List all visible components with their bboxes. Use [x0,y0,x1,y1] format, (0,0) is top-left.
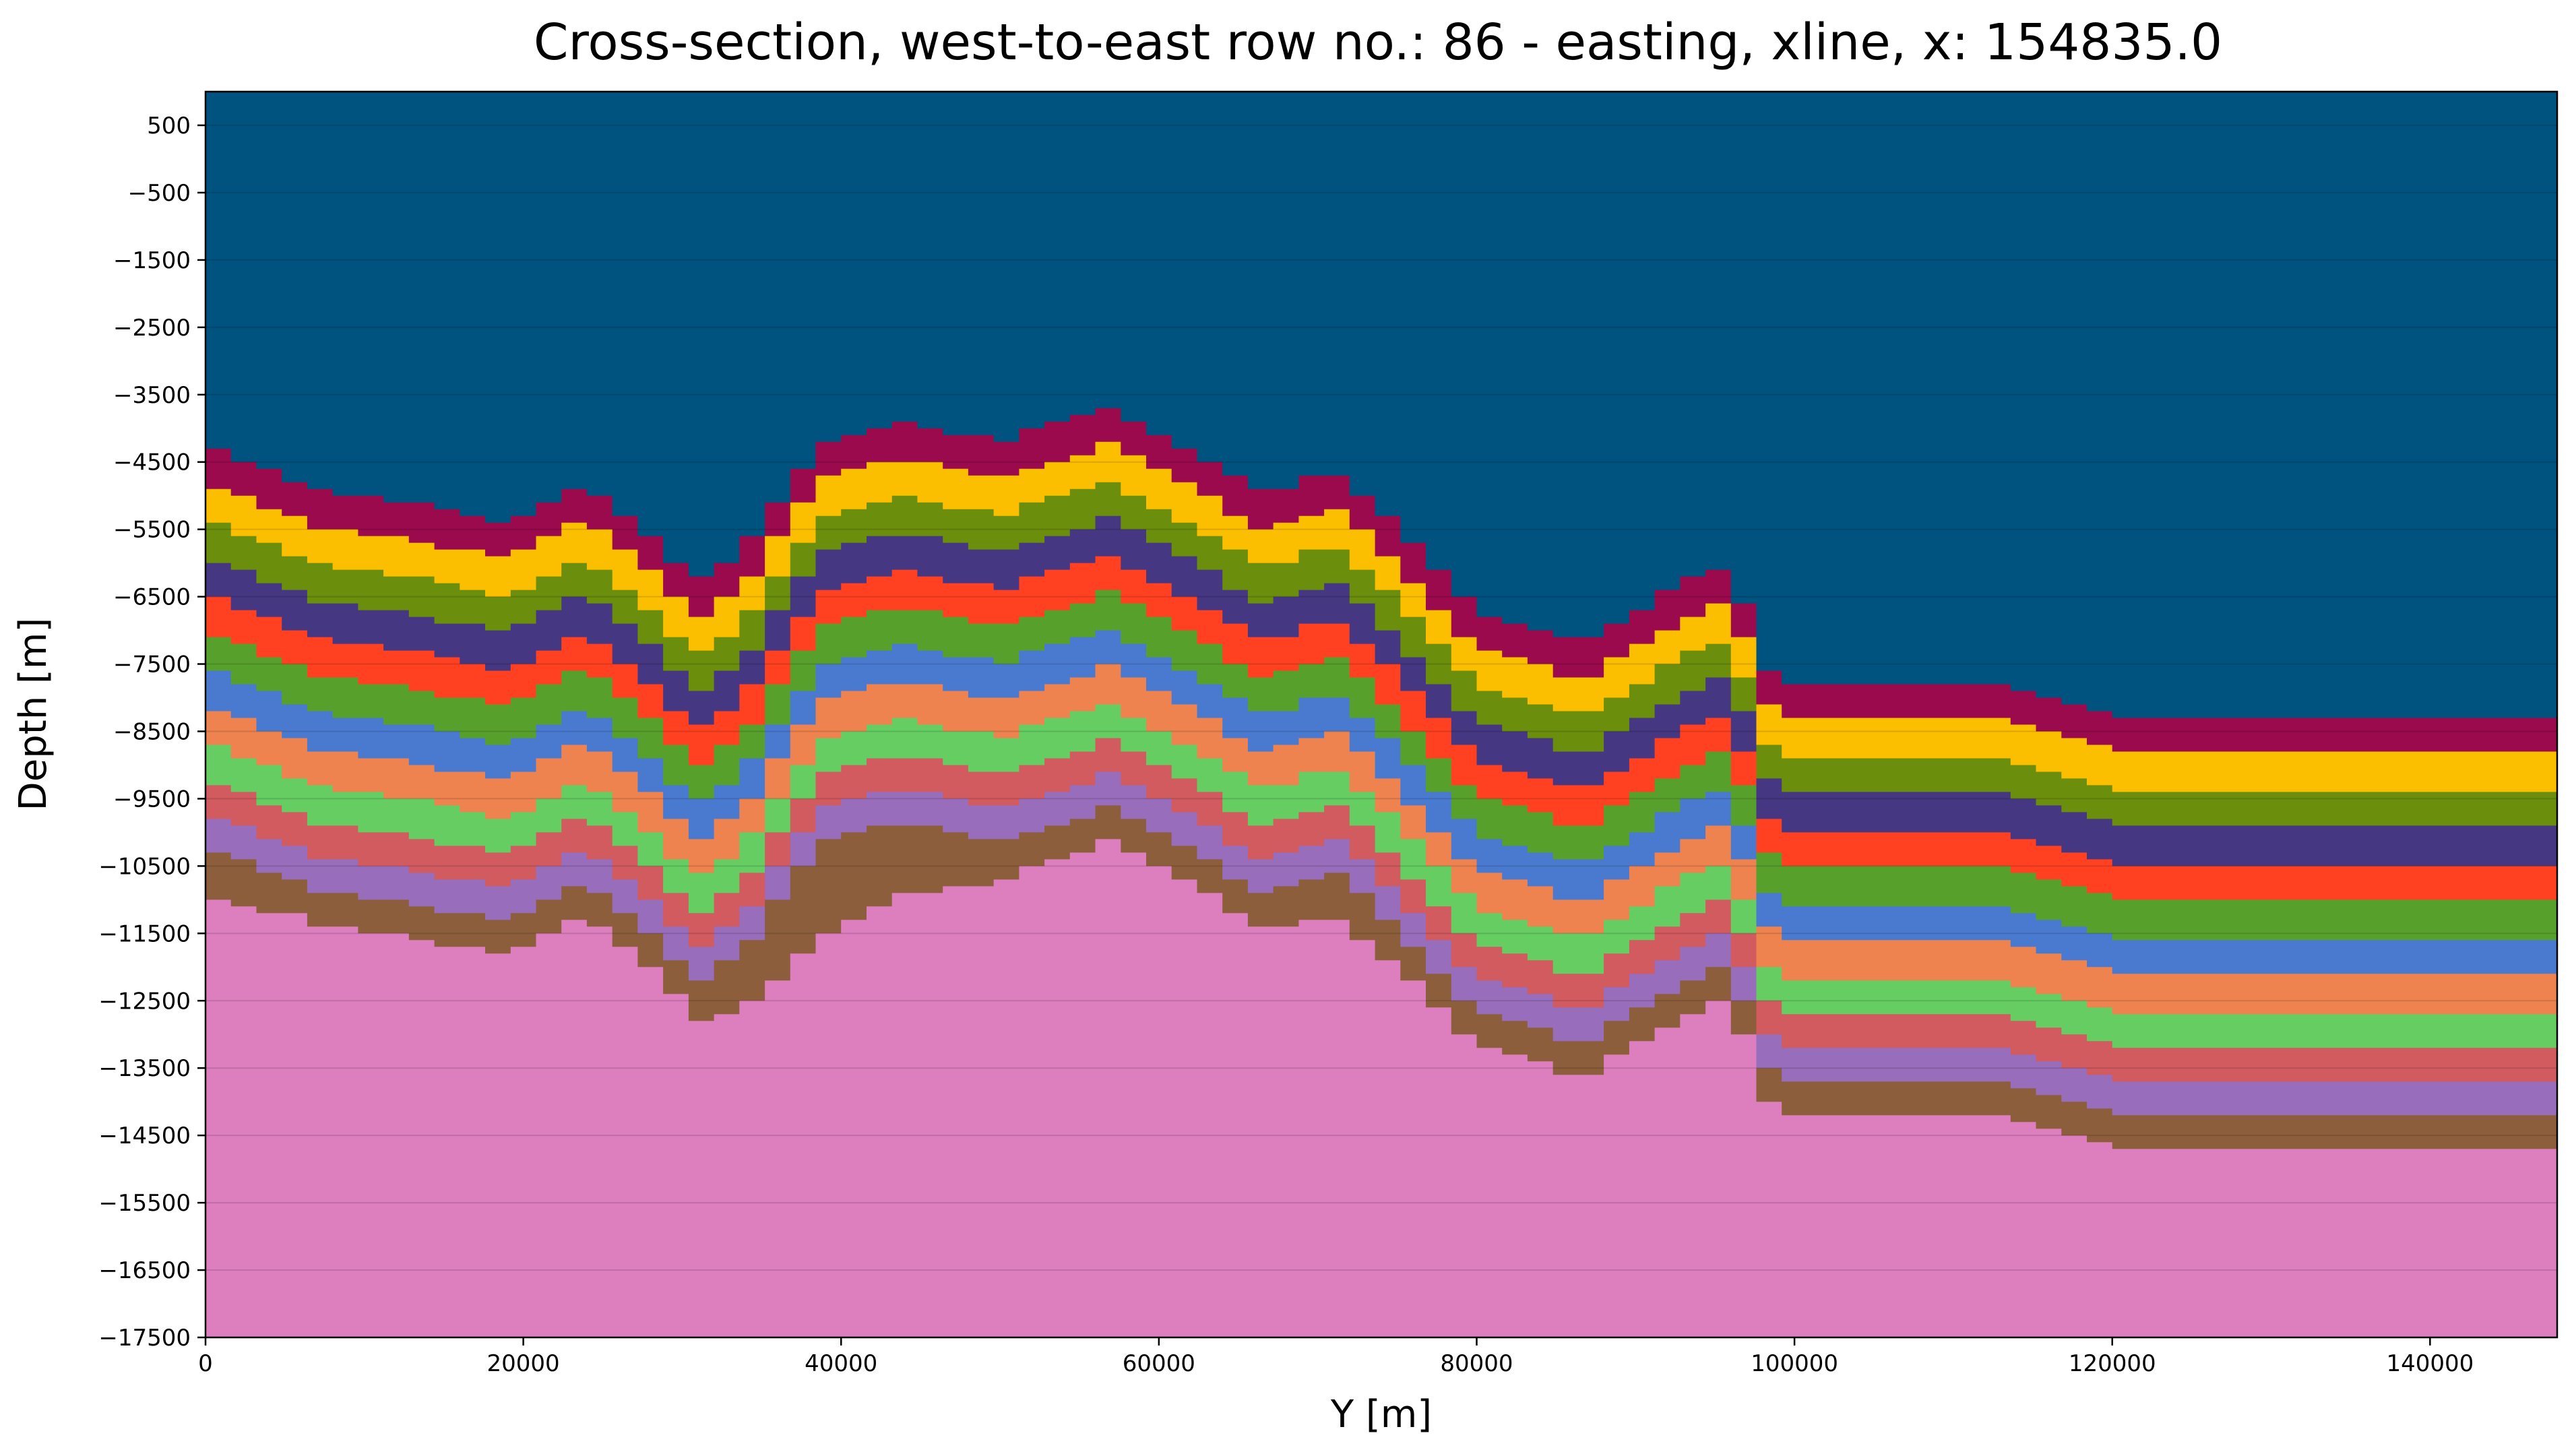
y-tick-label: −4500 [113,449,191,476]
y-axis-label: Depth [m] [11,618,55,811]
y-tick-label: −12500 [98,988,191,1015]
x-tick-label: 40000 [805,1350,877,1377]
y-tick-label: −5500 [113,517,191,544]
x-tick-label: 0 [198,1350,213,1377]
y-tick-label: −6500 [113,584,191,611]
y-tick-label: −16500 [98,1257,191,1284]
y-tick-label: −8500 [113,718,191,745]
y-tick-label: 500 [147,113,191,139]
x-axis-ticks: 0 20000 40000 60000 80000 100000 120000 140000 [198,1337,2474,1377]
y-tick-label: −7500 [113,652,191,678]
y-tick-label: −17500 [98,1325,191,1352]
y-tick-label: −500 [128,180,191,207]
y-tick-label: −14500 [98,1122,191,1149]
y-tick-label: −15500 [98,1190,191,1217]
x-axis-label: Y [m] [1330,1393,1432,1436]
plot-area [206,92,2557,1338]
y-tick-label: −11500 [98,920,191,947]
y-tick-label: −9500 [113,786,191,813]
y-tick-label: −13500 [98,1055,191,1082]
grid-lines [206,124,2557,1338]
y-tick-label: −10500 [98,853,191,880]
chart-title: Cross-section, west-to-east row no.: 86 … [534,13,2222,71]
y-tick-label: −2500 [113,315,191,342]
stratigraphic-layer-13 [206,839,2557,1337]
x-tick-label: 140000 [2386,1350,2474,1377]
y-axis-ticks: 500 −500 −1500 −2500 −3500 −4500 −5500 −6500 −75… [98,113,206,1352]
x-tick-label: 80000 [1440,1350,1513,1377]
y-tick-label: −1500 [113,247,191,274]
y-tick-label: −3500 [113,382,191,409]
axes-frame [204,90,2559,1339]
x-tick-label: 120000 [2069,1350,2156,1377]
x-tick-label: 60000 [1123,1350,1195,1377]
x-tick-label: 20000 [487,1350,560,1377]
x-tick-label: 100000 [1751,1350,1838,1377]
